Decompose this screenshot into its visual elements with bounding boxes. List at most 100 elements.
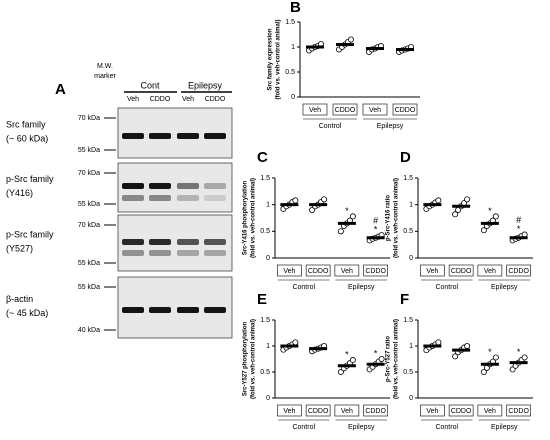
- mw-label: 40 kDa: [78, 327, 100, 334]
- row-label: (~ 45 kDa): [6, 308, 48, 318]
- x-tick-label: CDDO: [508, 268, 529, 275]
- data-point: [480, 368, 487, 375]
- band: [204, 307, 226, 313]
- x-tick-label: CDDO: [365, 268, 386, 275]
- group-label: Control: [292, 424, 315, 431]
- y-tick-label: 0: [291, 94, 295, 101]
- y-tick-label: 0.5: [260, 228, 270, 235]
- group-label: Epilepsy: [377, 123, 404, 130]
- data-point: [464, 342, 471, 349]
- category-box: [448, 404, 474, 417]
- y-tick-label: 0.5: [403, 369, 413, 376]
- y-tick-label: 1: [291, 44, 295, 51]
- x-tick-label: CDDO: [365, 408, 386, 415]
- x-tick-label: Veh: [484, 408, 496, 415]
- y-tick-label: 1.5: [403, 317, 413, 324]
- group-label: Control: [292, 284, 315, 291]
- x-tick-label: CDDO: [395, 107, 416, 114]
- band: [149, 183, 171, 189]
- data-point: [337, 228, 344, 235]
- x-tick-label: Veh: [426, 408, 438, 415]
- y-tick-label: 1: [409, 202, 413, 209]
- band: [122, 239, 144, 245]
- band: [177, 133, 199, 139]
- data-point: [492, 354, 499, 361]
- panel-label: B: [290, 0, 301, 16]
- x-tick-label: Veh: [341, 408, 353, 415]
- category-box: [277, 264, 302, 277]
- group-label: Control: [435, 424, 458, 431]
- y-axis-title-line: (fold vs. veh-control animal): [394, 319, 400, 399]
- y-tick-label: 1: [266, 343, 270, 350]
- y-tick-label: 0.5: [285, 69, 295, 76]
- x-tick-label: CDDO: [451, 408, 472, 415]
- category-box: [363, 404, 388, 417]
- row-label: p-Src family: [6, 229, 54, 239]
- category-box: [392, 103, 418, 116]
- y-axis-title-line: (fold vs. veh-control animal): [276, 19, 282, 99]
- y-tick-label: 0: [409, 395, 413, 402]
- data-point: [378, 355, 385, 362]
- group-label: Epilepsy: [491, 284, 518, 291]
- mw-label: 55 kDa: [78, 260, 100, 267]
- data-point: [292, 339, 299, 346]
- y-tick-label: 0.5: [260, 369, 270, 376]
- mw-label: 55 kDa: [78, 201, 100, 208]
- significance-marker: *: [345, 206, 349, 216]
- y-axis-title: Src-Y416 phosphorylation (fold vs. veh-co…: [243, 178, 257, 258]
- category-box: [477, 264, 503, 277]
- category-box: [506, 404, 531, 417]
- band: [149, 250, 171, 256]
- band: [149, 239, 171, 245]
- data-point: [492, 213, 499, 220]
- category-box: [363, 264, 388, 277]
- x-tick-label: CDDO: [508, 408, 529, 415]
- group-label: Epilepsy: [188, 80, 223, 90]
- mw-label: 70 kDa: [78, 170, 100, 177]
- y-tick-label: 0: [266, 255, 270, 262]
- band: [122, 195, 144, 201]
- significance-marker: *: [517, 347, 521, 357]
- lane-label: CDDO: [150, 96, 171, 103]
- category-box: [277, 404, 302, 417]
- band: [177, 307, 199, 313]
- significance-marker: *: [488, 347, 492, 357]
- category-box: [362, 103, 388, 116]
- y-axis-title-line: p-Src-Y416 ratio: [386, 195, 392, 241]
- marker-header: M.W.: [97, 63, 113, 70]
- y-tick-label: 0: [409, 255, 413, 262]
- group-label: Epilepsy: [491, 424, 518, 431]
- band: [122, 250, 144, 256]
- x-tick-label: Veh: [283, 408, 295, 415]
- band: [122, 183, 144, 189]
- category-box: [332, 103, 358, 116]
- mw-label: 70 kDa: [78, 222, 100, 229]
- panel-label: D: [400, 149, 411, 166]
- x-tick-label: Veh: [426, 268, 438, 275]
- row-label: β-actin: [6, 294, 33, 304]
- band: [122, 307, 144, 313]
- data-point: [349, 213, 356, 220]
- data-point: [321, 196, 328, 203]
- y-axis-title: p-Src-Y527 ratio (fold vs. veh-control an…: [386, 319, 400, 399]
- group-label: Control: [319, 123, 342, 130]
- category-box: [302, 103, 328, 116]
- y-axis-title: Src family expression (fold vs. veh-contr…: [268, 19, 282, 99]
- band: [177, 195, 199, 201]
- group-label: Control: [435, 284, 458, 291]
- category-box: [506, 264, 531, 277]
- category-box: [420, 264, 445, 277]
- data-point: [349, 357, 356, 364]
- y-tick-label: 1: [266, 202, 270, 209]
- panel-label: A: [55, 81, 66, 98]
- group-label: Epilepsy: [348, 284, 375, 291]
- row-label: p-Src family: [6, 174, 54, 184]
- x-tick-label: CDDO: [308, 268, 329, 275]
- row-label: (Y416): [6, 188, 33, 198]
- panel-label: C: [257, 149, 268, 166]
- y-tick-label: 0: [266, 395, 270, 402]
- y-axis-title-line: (fold vs. veh-control animal): [251, 319, 257, 399]
- lane-label: Veh: [182, 96, 194, 103]
- data-point: [435, 197, 442, 204]
